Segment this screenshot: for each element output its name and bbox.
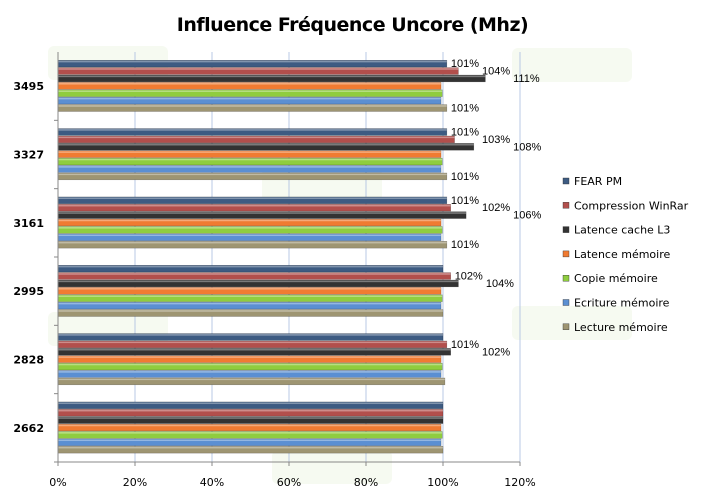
legend-swatch bbox=[562, 275, 570, 282]
legend-swatch bbox=[562, 250, 570, 258]
y-tick-label: 2828 bbox=[13, 354, 44, 367]
bar-highlight bbox=[58, 105, 447, 107]
data-label: 101% bbox=[451, 58, 479, 70]
data-label: 102% bbox=[482, 346, 510, 358]
legend-label: Ecriture mémoire bbox=[574, 297, 670, 310]
data-label: 106% bbox=[513, 210, 541, 222]
bar-highlight bbox=[58, 424, 442, 427]
data-label: 104% bbox=[486, 278, 514, 290]
data-label: 101% bbox=[451, 195, 479, 207]
legend-swatch bbox=[562, 202, 570, 209]
bar-highlight bbox=[58, 341, 447, 344]
bar-highlight bbox=[58, 334, 443, 336]
legend-swatch bbox=[562, 299, 570, 306]
x-tick-label: 60% bbox=[277, 476, 301, 489]
bar-highlight bbox=[58, 371, 442, 373]
data-label: 101% bbox=[451, 127, 479, 139]
x-tick-label: 0% bbox=[49, 476, 66, 489]
bar-highlight bbox=[58, 417, 443, 419]
legend-label: Compression WinRar bbox=[574, 199, 689, 212]
bar-highlight bbox=[58, 166, 442, 168]
bar-highlight bbox=[58, 432, 443, 434]
bar-highlight bbox=[58, 234, 442, 237]
y-tick-label: 3327 bbox=[13, 149, 44, 162]
bar-highlight bbox=[58, 219, 442, 222]
legend-swatch bbox=[562, 226, 570, 233]
watermark-logo bbox=[512, 48, 632, 82]
legend-label: Latence cache L3 bbox=[574, 224, 670, 237]
bar-highlight bbox=[58, 60, 447, 63]
x-tick-label: 80% bbox=[354, 476, 378, 489]
data-label: 102% bbox=[482, 202, 510, 214]
bar-highlight bbox=[58, 136, 455, 139]
bar-highlight bbox=[58, 212, 467, 214]
x-tick-label: 20% bbox=[123, 476, 147, 489]
data-label: 101% bbox=[451, 239, 479, 251]
bar-highlight bbox=[58, 280, 459, 283]
bar-highlight bbox=[58, 158, 443, 161]
data-label: 102% bbox=[455, 271, 483, 283]
bar-highlight bbox=[58, 204, 451, 207]
bar-highlight bbox=[58, 356, 442, 358]
bar-highlight bbox=[58, 302, 442, 305]
bar-highlight bbox=[58, 446, 443, 449]
data-label: 104% bbox=[482, 66, 510, 78]
bar-highlight bbox=[58, 68, 459, 70]
watermark-logo bbox=[512, 306, 632, 340]
bar-highlight bbox=[58, 129, 447, 131]
legend-label: Latence mémoire bbox=[574, 248, 670, 261]
bar-highlight bbox=[58, 402, 443, 405]
bar-highlight bbox=[58, 363, 443, 366]
bar-highlight bbox=[58, 197, 447, 200]
bar-highlight bbox=[58, 409, 443, 412]
y-tick-label: 3495 bbox=[13, 80, 44, 93]
y-tick-label: 2995 bbox=[13, 285, 44, 298]
x-tick-label: 100% bbox=[427, 476, 458, 489]
y-tick-label: 3161 bbox=[13, 217, 44, 230]
bar-highlight bbox=[58, 97, 442, 100]
legend-label: Copie mémoire bbox=[574, 272, 658, 285]
y-tick-label: 2662 bbox=[13, 422, 44, 435]
bar-highlight bbox=[58, 173, 447, 176]
legend-label: FEAR PM bbox=[574, 175, 622, 188]
data-label: 101% bbox=[451, 171, 479, 183]
bar-highlight bbox=[58, 287, 442, 290]
bar-highlight bbox=[58, 82, 442, 85]
data-label: 101% bbox=[451, 103, 479, 115]
x-tick-label: 120% bbox=[504, 476, 535, 489]
bar-highlight bbox=[58, 241, 447, 244]
x-tick-label: 40% bbox=[200, 476, 224, 489]
bar-highlight bbox=[58, 75, 486, 78]
legend-label: Lecture mémoire bbox=[574, 321, 668, 334]
legend-swatch bbox=[562, 323, 570, 330]
bar-highlight bbox=[58, 378, 445, 381]
chart-title: Influence Fréquence Uncore (Mhz) bbox=[176, 14, 529, 36]
bar-highlight bbox=[58, 90, 443, 92]
bar-highlight bbox=[58, 143, 474, 146]
data-label: 101% bbox=[451, 339, 479, 351]
bar-highlight bbox=[58, 310, 443, 312]
bar-highlight bbox=[58, 295, 443, 297]
bar-highlight bbox=[58, 273, 451, 275]
bar-highlight bbox=[58, 151, 442, 153]
bar-highlight bbox=[58, 265, 443, 268]
data-label: 111% bbox=[513, 73, 540, 85]
data-label: 108% bbox=[513, 141, 541, 153]
data-label: 103% bbox=[482, 134, 510, 146]
legend-swatch bbox=[562, 177, 570, 185]
bar-highlight bbox=[58, 439, 442, 442]
watermark-logo bbox=[272, 450, 392, 484]
bar-highlight bbox=[58, 227, 443, 229]
bar-highlight bbox=[58, 348, 451, 351]
